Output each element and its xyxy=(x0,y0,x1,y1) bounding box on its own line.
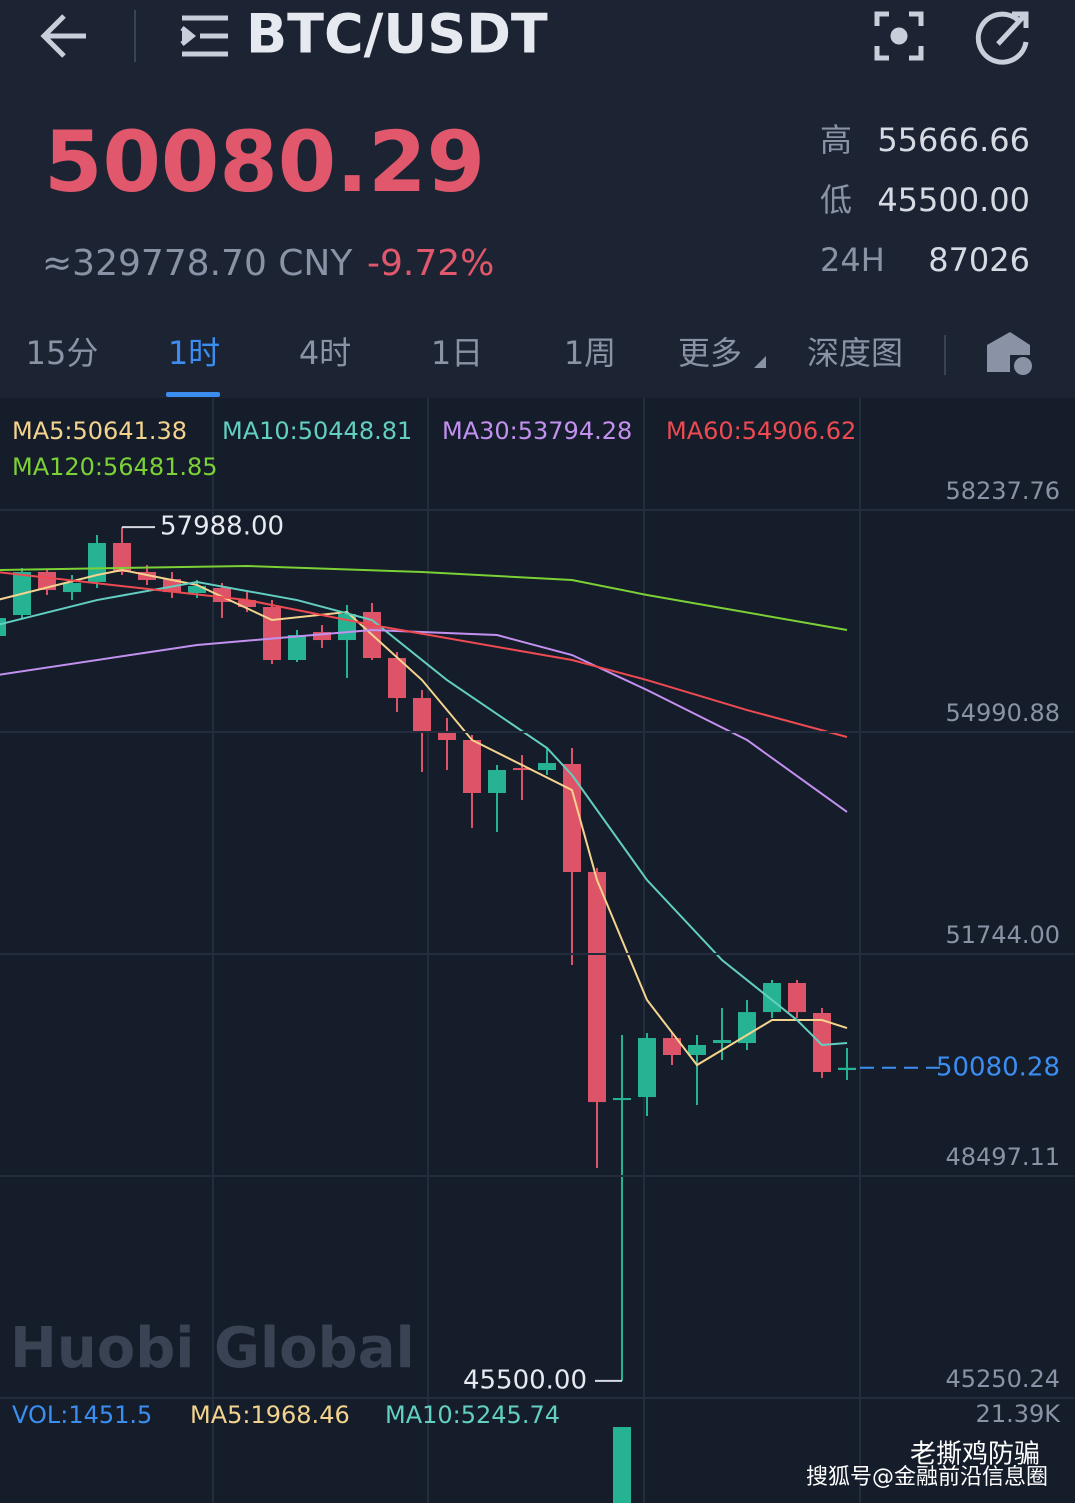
dropdown-arrow xyxy=(754,356,766,368)
y-tick-label: 54990.88 xyxy=(945,699,1060,727)
stat-value: 87026 xyxy=(928,241,1030,279)
ma-legend-item: MA60:54906.62 xyxy=(666,417,856,445)
plot xyxy=(0,527,856,1381)
stat-value: 45500.00 xyxy=(877,181,1030,219)
symbol: BTC/USDT xyxy=(246,3,548,66)
menu-icon[interactable] xyxy=(180,15,228,57)
candle-body xyxy=(388,658,406,699)
tab-underline xyxy=(166,392,220,397)
y-tick-label: 48497.11 xyxy=(945,1143,1060,1171)
ma-legend-item: MA30:53794.28 xyxy=(442,417,632,445)
candle-body xyxy=(63,583,81,593)
ma-legend: MA5:50641.38 MA10:50448.81 MA30:53794.28… xyxy=(12,417,856,481)
volume-legend: VOL:1451.5 MA5:1968.46 MA10:5245.74 xyxy=(12,1401,560,1429)
footer-source: 搜狐号@金融前沿信息圈 xyxy=(806,1465,1048,1490)
footer-account: 老撕鸡防骗 xyxy=(910,1440,1040,1470)
cny-price: ≈329778.70 CNY xyxy=(42,243,353,284)
volume-legend-item: MA5:1968.46 xyxy=(190,1401,350,1429)
candle-body xyxy=(88,543,106,582)
high-label: 57988.00 xyxy=(160,512,284,542)
tabs: 15分 1时 4时 1日 1周 更多 深度图 xyxy=(26,334,903,372)
back-button[interactable] xyxy=(40,14,86,58)
last-price: 50080.29 xyxy=(44,113,485,211)
candle-body xyxy=(438,731,456,740)
stat-label: 低 xyxy=(820,181,852,219)
header-bg xyxy=(0,0,1075,398)
candle-body xyxy=(713,1040,731,1044)
settings-icon[interactable] xyxy=(987,332,1032,375)
tab[interactable]: 1日 xyxy=(431,334,483,372)
candle-body xyxy=(463,739,481,793)
watermark: Huobi Global xyxy=(10,1316,415,1381)
ma-line xyxy=(0,569,848,1067)
ma-legend-item: MA10:50448.81 xyxy=(222,417,412,445)
candle-body xyxy=(838,1067,856,1071)
candle-body xyxy=(0,618,6,637)
candle-body xyxy=(738,1012,756,1044)
volume-tick-label: 21.39K xyxy=(976,1400,1062,1428)
y-tick-label: 45250.24 xyxy=(945,1365,1060,1393)
share-icon[interactable] xyxy=(975,11,1029,65)
candle-body xyxy=(488,770,506,793)
candle-body xyxy=(538,763,556,771)
last-price-label: 50080.28 xyxy=(936,1052,1060,1082)
candle-body xyxy=(613,1097,631,1101)
volume-legend-item: MA10:5245.74 xyxy=(385,1401,560,1429)
candle-body xyxy=(413,698,431,732)
vertical-grid xyxy=(212,398,861,1503)
candle-body xyxy=(788,982,806,1013)
candle-body xyxy=(313,632,331,641)
ma-legend-item: MA120:56481.85 xyxy=(12,453,218,481)
ma-line xyxy=(0,580,848,1047)
candle-body xyxy=(513,768,531,771)
candle-body xyxy=(588,872,606,1103)
candle-body xyxy=(663,1038,681,1055)
change: -9.72% xyxy=(367,243,494,284)
stat-label: 24H xyxy=(820,241,885,279)
tab[interactable]: 4时 xyxy=(299,334,351,372)
tab[interactable]: 1周 xyxy=(564,334,616,372)
candle-body xyxy=(813,1013,831,1073)
tab[interactable]: 深度图 xyxy=(807,334,903,372)
ma-line xyxy=(0,571,848,738)
candle-body xyxy=(188,586,206,593)
candle-body xyxy=(263,607,281,661)
volume-bar xyxy=(613,1427,631,1503)
stats: 高 55666.66 低 45500.00 24H 87026 xyxy=(820,121,1030,279)
ma-legend-item: MA5:50641.38 xyxy=(12,417,187,445)
y-tick-label: 58237.76 xyxy=(945,477,1060,505)
candle-body xyxy=(688,1045,706,1055)
candle-body xyxy=(763,982,781,1013)
candle-body xyxy=(563,763,581,873)
tab-active[interactable]: 1时 xyxy=(168,334,220,372)
stat-value: 55666.66 xyxy=(877,121,1030,159)
candle-body xyxy=(238,600,256,608)
y-tick-label: 51744.00 xyxy=(945,921,1060,949)
tab[interactable]: 15分 xyxy=(26,334,99,372)
tab[interactable]: 更多 xyxy=(678,334,742,372)
candle-body xyxy=(638,1038,656,1098)
scan-icon[interactable] xyxy=(874,11,924,61)
stat-label: 高 xyxy=(820,121,852,159)
volume-legend-item: VOL:1451.5 xyxy=(12,1401,152,1429)
candle-body xyxy=(288,635,306,661)
candle-body xyxy=(113,543,131,573)
low-label: 45500.00 xyxy=(463,1365,587,1395)
ma-line xyxy=(0,564,848,631)
